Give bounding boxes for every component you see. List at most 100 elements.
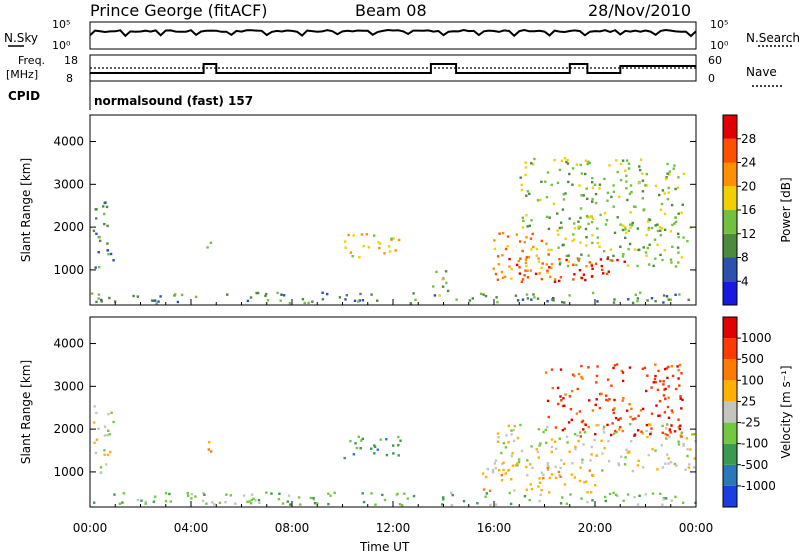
data-cell bbox=[536, 199, 540, 202]
data-cell bbox=[100, 300, 103, 303]
data-cell bbox=[614, 429, 617, 433]
data-cell bbox=[653, 377, 657, 381]
data-cell bbox=[663, 192, 666, 195]
data-cell bbox=[628, 242, 632, 246]
data-cell bbox=[494, 467, 497, 470]
data-cell bbox=[598, 187, 601, 190]
y-tick-label: 4000 bbox=[53, 337, 84, 351]
data-cell bbox=[610, 195, 613, 199]
data-cell bbox=[519, 257, 522, 260]
data-cell bbox=[637, 181, 640, 185]
data-cell bbox=[648, 263, 651, 266]
data-cell bbox=[479, 292, 483, 295]
data-cell bbox=[662, 294, 666, 297]
freq-unit-label: [MHz] bbox=[6, 68, 38, 81]
data-cell bbox=[586, 501, 589, 504]
plot-background bbox=[90, 317, 696, 507]
data-cell bbox=[629, 184, 633, 187]
data-cell bbox=[671, 374, 675, 378]
data-cell bbox=[616, 258, 619, 262]
data-cell bbox=[559, 502, 563, 505]
data-cell bbox=[287, 494, 291, 497]
data-cell bbox=[567, 421, 571, 424]
data-cell bbox=[547, 415, 550, 419]
data-cell bbox=[670, 409, 674, 412]
freq-label: Freq. bbox=[18, 54, 45, 67]
colorbar-swatch bbox=[723, 422, 737, 444]
data-cell bbox=[573, 476, 577, 479]
colorbar-tick-label: -100 bbox=[741, 437, 768, 451]
data-cell bbox=[112, 420, 115, 424]
data-cell bbox=[575, 163, 578, 166]
colorbar-swatch bbox=[723, 359, 737, 381]
data-cell bbox=[100, 298, 103, 302]
data-cell bbox=[280, 293, 283, 296]
colorbar-tick-label: -500 bbox=[741, 458, 768, 472]
data-cell bbox=[614, 493, 618, 497]
data-cell bbox=[345, 294, 348, 297]
data-cell bbox=[605, 398, 608, 402]
data-cell bbox=[625, 187, 628, 190]
data-cell bbox=[585, 244, 588, 247]
data-cell bbox=[588, 161, 591, 165]
data-cell bbox=[620, 369, 623, 373]
data-cell bbox=[598, 245, 601, 248]
data-cell bbox=[546, 171, 550, 174]
data-cell bbox=[591, 186, 595, 189]
data-cell bbox=[572, 263, 575, 266]
data-cell bbox=[693, 457, 696, 460]
data-cell bbox=[264, 294, 267, 298]
data-cell bbox=[664, 497, 668, 500]
data-cell bbox=[190, 497, 193, 500]
data-cell bbox=[571, 462, 574, 465]
data-cell bbox=[651, 448, 654, 451]
data-cell bbox=[617, 463, 621, 467]
data-cell bbox=[665, 427, 668, 430]
colorbar-tick-label: 24 bbox=[741, 156, 756, 170]
data-cell bbox=[557, 246, 560, 249]
data-cell bbox=[255, 291, 258, 295]
data-cell bbox=[373, 234, 376, 237]
data-cell bbox=[612, 301, 616, 304]
data-cell bbox=[681, 398, 684, 402]
colorbar-swatch bbox=[723, 257, 737, 282]
data-cell bbox=[412, 494, 416, 498]
data-cell bbox=[687, 298, 690, 301]
data-cell bbox=[520, 188, 524, 192]
data-cell bbox=[595, 454, 598, 457]
data-cell bbox=[597, 423, 600, 427]
data-cell bbox=[682, 442, 685, 446]
data-cell bbox=[563, 301, 566, 304]
data-cell bbox=[668, 170, 671, 173]
data-cell bbox=[534, 272, 538, 276]
data-cell bbox=[630, 407, 633, 410]
data-cell bbox=[510, 478, 513, 481]
data-cell bbox=[554, 465, 557, 468]
data-cell bbox=[545, 215, 549, 219]
data-cell bbox=[486, 467, 489, 471]
data-cell bbox=[606, 257, 609, 261]
data-cell bbox=[604, 499, 607, 503]
data-cell bbox=[591, 409, 595, 412]
data-cell bbox=[558, 437, 561, 440]
station-title: Prince George (fitACF) bbox=[90, 1, 268, 20]
data-cell bbox=[546, 300, 549, 303]
data-cell bbox=[603, 212, 607, 215]
data-cell bbox=[517, 458, 521, 461]
data-cell bbox=[525, 256, 528, 259]
data-cell bbox=[628, 366, 632, 369]
data-cell bbox=[632, 205, 636, 208]
data-cell bbox=[617, 462, 620, 465]
data-cell bbox=[507, 468, 511, 472]
data-cell bbox=[624, 456, 627, 459]
data-cell bbox=[603, 446, 606, 450]
data-cell bbox=[446, 289, 450, 293]
y-tick-label: 2000 bbox=[53, 422, 84, 436]
data-cell bbox=[93, 441, 96, 444]
data-cell bbox=[556, 181, 560, 184]
data-cell bbox=[344, 298, 347, 301]
y-tick-label: 1000 bbox=[53, 465, 84, 479]
data-cell bbox=[537, 428, 541, 431]
data-cell bbox=[513, 489, 516, 492]
data-cell bbox=[97, 427, 100, 430]
